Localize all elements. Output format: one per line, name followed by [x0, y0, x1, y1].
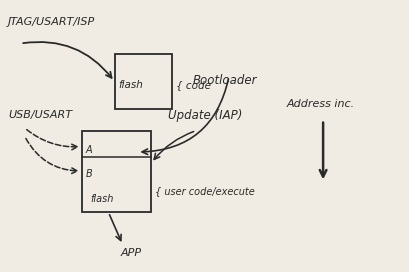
Text: JTAG/USART/ISP: JTAG/USART/ISP — [8, 17, 95, 27]
Text: A: A — [86, 145, 92, 155]
Text: Address inc.: Address inc. — [286, 99, 355, 109]
Text: { code: { code — [176, 80, 211, 90]
Text: Update (IAP): Update (IAP) — [168, 109, 242, 122]
Text: Bootloader: Bootloader — [192, 74, 257, 87]
Bar — [82, 131, 151, 212]
Text: USB/USART: USB/USART — [8, 110, 72, 120]
Text: flash: flash — [90, 194, 113, 204]
Bar — [115, 54, 172, 109]
Text: { user code/execute: { user code/execute — [155, 186, 255, 196]
Text: B: B — [86, 169, 93, 179]
Text: APP: APP — [121, 248, 142, 258]
Text: flash: flash — [119, 80, 144, 90]
